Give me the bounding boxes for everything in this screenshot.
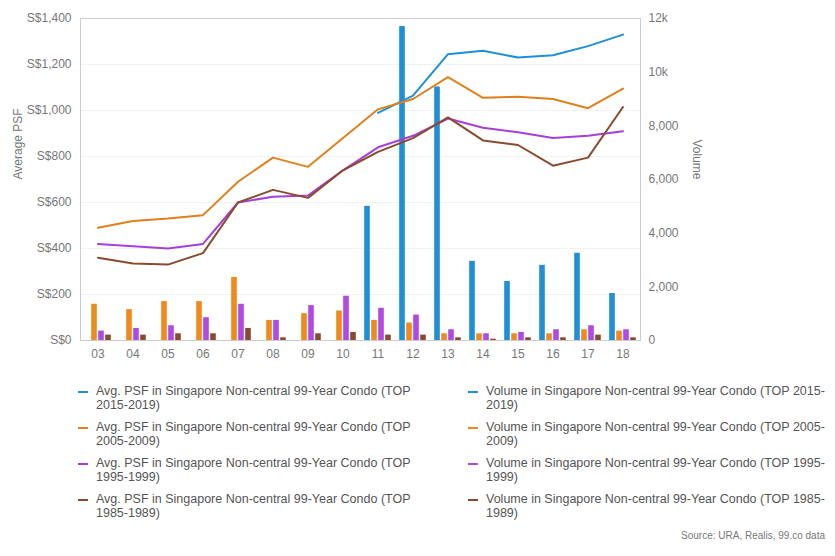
html-text:Avg. PSF in Singapore Non-cent: Avg. PSF in Singapore Non-central 99-Yea… bbox=[96, 384, 411, 412]
svg-text:17: 17 bbox=[581, 347, 595, 361]
svg-text:S$600: S$600 bbox=[37, 195, 72, 209]
svg-text:14: 14 bbox=[476, 347, 490, 361]
html-text:Volume in Singapore Non-centra: Volume in Singapore Non-central 99-Year … bbox=[486, 420, 825, 448]
html-text:Avg. PSF in Singapore Non-cent: Avg. PSF in Singapore Non-central 99-Yea… bbox=[96, 420, 411, 448]
html-text:Volume in Singapore Non-centra: Volume in Singapore Non-central 99-Year … bbox=[486, 384, 825, 412]
svg-text:10k: 10k bbox=[649, 65, 669, 79]
svg-text:S$1,200: S$1,200 bbox=[27, 57, 72, 71]
svg-text:16: 16 bbox=[546, 347, 560, 361]
svg-text:18: 18 bbox=[616, 347, 630, 361]
svg-text:08: 08 bbox=[266, 347, 280, 361]
svg-text:S$200: S$200 bbox=[37, 287, 72, 301]
svg-text:0: 0 bbox=[649, 333, 656, 347]
svg-text:04: 04 bbox=[126, 347, 140, 361]
svg-text:6,000: 6,000 bbox=[649, 172, 679, 186]
svg-text:12k: 12k bbox=[649, 11, 669, 25]
svg-text:S$800: S$800 bbox=[37, 149, 72, 163]
svg-text:Average PSF: Average PSF bbox=[11, 108, 25, 179]
html-text:Source: URA, Realis, 99.co dat: Source: URA, Realis, 99.co data bbox=[681, 530, 825, 541]
html-text:Volume in Singapore Non-centra: Volume in Singapore Non-central 99-Year … bbox=[486, 492, 825, 520]
svg-text:Volume: Volume bbox=[690, 139, 704, 179]
svg-text:13: 13 bbox=[441, 347, 455, 361]
svg-text:10: 10 bbox=[336, 347, 350, 361]
svg-text:07: 07 bbox=[231, 347, 245, 361]
svg-text:12: 12 bbox=[406, 347, 420, 361]
svg-text:15: 15 bbox=[511, 347, 525, 361]
svg-text:S$0: S$0 bbox=[50, 333, 72, 347]
svg-text:11: 11 bbox=[372, 347, 385, 361]
svg-text:03: 03 bbox=[91, 347, 105, 361]
svg-text:S$1,000: S$1,000 bbox=[27, 103, 72, 117]
html-text:Avg. PSF in Singapore Non-cent: Avg. PSF in Singapore Non-central 99-Yea… bbox=[96, 492, 411, 520]
svg-text:09: 09 bbox=[301, 347, 315, 361]
svg-text:S$400: S$400 bbox=[37, 241, 72, 255]
svg-text:S$1,400: S$1,400 bbox=[27, 11, 72, 25]
html-text:Volume in Singapore Non-centra: Volume in Singapore Non-central 99-Year … bbox=[486, 456, 825, 484]
svg-text:06: 06 bbox=[196, 347, 210, 361]
svg-text:2,000: 2,000 bbox=[649, 280, 679, 294]
svg-text:8,000: 8,000 bbox=[649, 119, 679, 133]
svg-text:4,000: 4,000 bbox=[649, 226, 679, 240]
svg-text:05: 05 bbox=[161, 347, 175, 361]
html-text:Avg. PSF in Singapore Non-cent: Avg. PSF in Singapore Non-central 99-Yea… bbox=[96, 456, 411, 484]
